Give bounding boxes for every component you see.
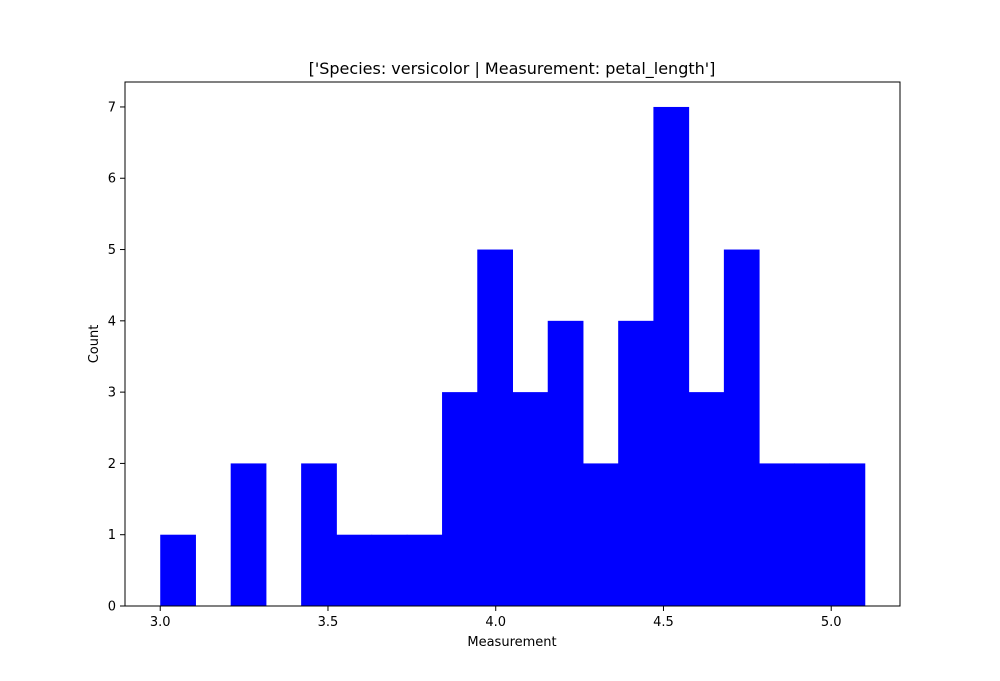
x-tick-label: 3.5: [318, 615, 339, 630]
histogram-bar: [582, 463, 619, 606]
histogram-bar: [794, 463, 831, 606]
histogram-bar: [160, 534, 196, 606]
x-tick-label: 5.0: [821, 615, 842, 630]
histogram-bar: [301, 463, 337, 606]
histogram-bar: [653, 106, 690, 606]
x-axis-ticks: 3.0 3.5 4.0 4.5 5.0: [150, 606, 842, 630]
histogram-bar: [688, 392, 725, 606]
y-tick-label: 0: [108, 600, 116, 615]
histogram-bar: [406, 534, 443, 606]
histogram-bars: [160, 106, 866, 606]
x-tick-label: 4.0: [485, 615, 506, 630]
histogram-bar: [442, 392, 478, 606]
y-tick-label: 3: [108, 386, 116, 401]
chart-title: ['Species: versicolor | Measurement: pet…: [309, 59, 716, 79]
histogram-bar: [723, 249, 760, 606]
y-tick-label: 5: [108, 243, 116, 258]
y-tick-label: 4: [108, 314, 116, 329]
histogram-bar: [512, 392, 549, 606]
histogram-bar: [618, 320, 654, 606]
x-tick-label: 3.0: [150, 615, 171, 630]
y-tick-label: 6: [108, 172, 116, 187]
y-tick-label: 2: [108, 457, 116, 472]
histogram-bar: [759, 463, 795, 606]
y-axis-ticks: 0 1 2 3 4 5 6 7: [108, 100, 125, 615]
histogram-bar: [477, 249, 513, 606]
histogram-bar: [829, 463, 866, 606]
histogram-bar: [371, 534, 408, 606]
histogram-bar: [230, 463, 267, 606]
histogram-bar: [547, 320, 584, 606]
plot-frame: [124, 81, 901, 607]
y-tick-label: 1: [108, 528, 116, 543]
histogram-bar: [336, 534, 373, 606]
y-axis-label: Count: [87, 325, 102, 364]
y-tick-label: 7: [108, 100, 116, 115]
x-tick-label: 4.5: [653, 615, 674, 630]
x-axis-label: Measurement: [467, 635, 556, 650]
